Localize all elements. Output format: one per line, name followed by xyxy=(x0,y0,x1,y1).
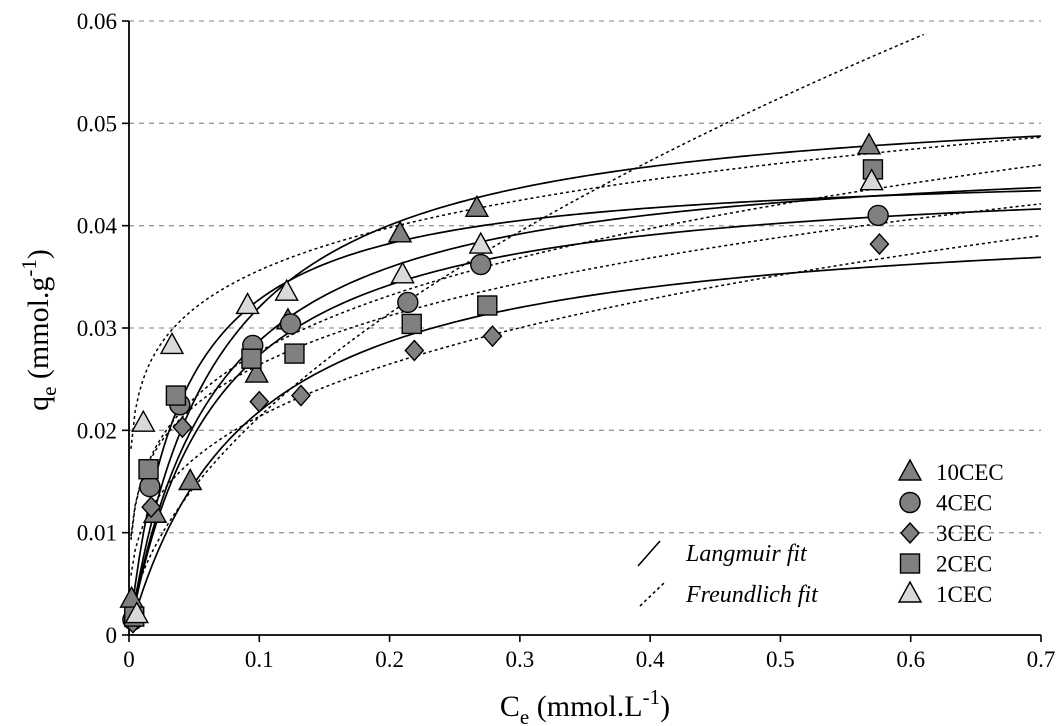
3cec-point xyxy=(291,384,311,407)
1cec-point xyxy=(235,292,260,315)
1cec-langmuir-curve xyxy=(130,189,1042,619)
4cec-point xyxy=(470,253,492,276)
y-tick-label: 0.06 xyxy=(77,9,117,34)
legend-marker-2cec xyxy=(899,553,921,574)
legend-marker-1cec xyxy=(897,580,923,603)
legend-label-3cec: 3CEC xyxy=(936,521,992,546)
3cec-point xyxy=(249,390,270,413)
4cec-point xyxy=(279,313,302,335)
3cec-point xyxy=(482,325,503,348)
1cec-point xyxy=(131,409,156,432)
x-axis-title: Ce (mmol.L-1) xyxy=(500,685,670,726)
legend-marker-3cec xyxy=(900,521,920,545)
2cec-point xyxy=(401,313,422,335)
gridlines xyxy=(129,20,1041,534)
y-tick-label: 0.04 xyxy=(77,214,118,239)
3cec-freundlich-curve xyxy=(130,234,1042,576)
legend-label-1cec: 1CEC xyxy=(936,582,992,607)
legend-label-10cec: 10CEC xyxy=(936,460,1004,485)
legend-marker-4cec xyxy=(899,491,921,514)
10cec-point xyxy=(244,360,269,383)
2cec-freundlich-curve xyxy=(130,203,1042,537)
x-tick-label: 0.3 xyxy=(505,647,534,672)
3cec-point xyxy=(869,233,890,256)
1cec-point xyxy=(859,168,884,191)
1cec-point xyxy=(124,601,150,624)
10cec-point xyxy=(856,132,882,155)
x-tick-label: 0.5 xyxy=(766,647,795,672)
y-tick-label: 0.02 xyxy=(77,418,117,443)
2cec-point xyxy=(241,348,262,369)
legend-marker-10cec xyxy=(897,458,923,481)
2cec-point xyxy=(138,459,159,480)
3cec-point xyxy=(141,496,162,519)
legend-label-2cec: 2CEC xyxy=(936,552,992,577)
x-tick-label: 0.6 xyxy=(896,647,925,672)
2cec-langmuir-curve xyxy=(130,208,1042,625)
2cec-point xyxy=(165,385,187,406)
y-axis-title: qe (mmol.g-1) xyxy=(17,249,61,411)
x-tick-label: 0 xyxy=(123,647,135,672)
series-legend: 10CEC 4CEC 3CEC 2CEC 1CEC xyxy=(897,458,1004,607)
x-tick-label: 0.4 xyxy=(636,647,665,672)
2cec-point xyxy=(477,295,498,316)
2cec-point xyxy=(284,343,305,364)
3cec-langmuir-curve xyxy=(130,256,1042,629)
axes: 0 0.01 0.02 0.03 0.04 0.05 0.06 0 0.1 0.2 0.3 0.4 0.… xyxy=(77,9,1056,672)
x-tick-label: 0.1 xyxy=(245,647,274,672)
4cec-freundlich-curve xyxy=(130,164,1042,540)
10cec-freundlich-curve xyxy=(130,33,925,615)
10cec-point xyxy=(178,468,203,491)
fit-legend: Langmuir fit Freundlich fit xyxy=(637,540,819,608)
1cec-point xyxy=(274,278,299,301)
1cec-point xyxy=(159,331,185,355)
freundlich-fit-legend-line xyxy=(639,582,665,607)
3cec-point xyxy=(172,416,193,439)
4cec-point xyxy=(867,204,889,227)
x-tick-label: 0.2 xyxy=(375,647,404,672)
y-tick-label: 0.05 xyxy=(77,111,117,136)
10cec-langmuir-curve xyxy=(130,135,1042,624)
langmuir-fit-legend-label: Langmuir fit xyxy=(685,541,808,567)
freundlich-fit-legend-label: Freundlich fit xyxy=(685,582,819,608)
10cec-point xyxy=(387,220,413,243)
x-tick-label: 0.7 xyxy=(1027,647,1056,672)
3cec-point xyxy=(404,339,425,362)
data-markers xyxy=(119,132,890,634)
4cec-point xyxy=(397,291,419,314)
y-tick-label: 0.01 xyxy=(77,521,117,546)
legend-label-4cec: 4CEC xyxy=(936,491,992,516)
1cec-point xyxy=(468,231,493,254)
4cec-point xyxy=(139,475,161,498)
10cec-point xyxy=(464,194,490,217)
y-tick-label: 0.03 xyxy=(77,316,117,341)
langmuir-fit-legend-line xyxy=(637,540,661,567)
y-tick-label: 0 xyxy=(106,623,118,648)
1cec-point xyxy=(390,261,415,284)
10cec-point xyxy=(119,585,144,608)
fit-curves xyxy=(130,33,1042,629)
1cec-freundlich-curve xyxy=(130,136,1042,449)
